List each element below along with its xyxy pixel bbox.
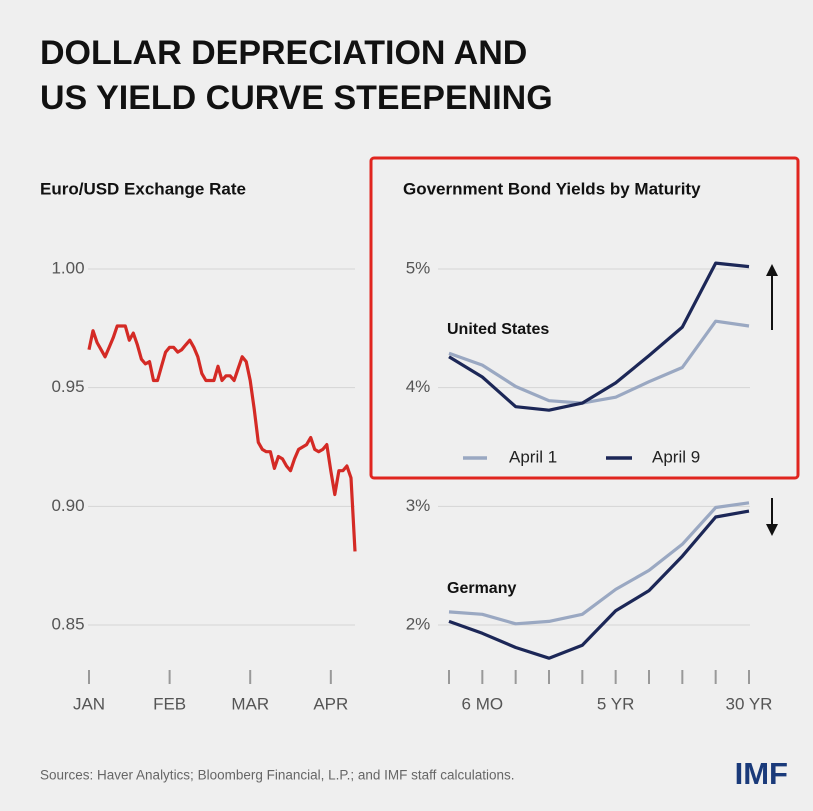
y-tick-label: 0.95: [51, 377, 84, 396]
line-series: [448, 261, 750, 412]
x-tick-label: 5 YR: [597, 694, 635, 713]
line-series: [87, 324, 357, 552]
x-tick-label: 6 MO: [462, 694, 504, 713]
source: Sources: Haver Analytics; Bloomberg Fina…: [40, 768, 514, 783]
y-tick-label: 5%: [406, 258, 431, 277]
x-tick-label: MAR: [231, 694, 269, 713]
x-tick-label: JAN: [73, 694, 105, 713]
x-tick-label: FEB: [153, 694, 186, 713]
legend-label: April 9: [652, 447, 700, 466]
y-tick-label: 1.00: [51, 258, 84, 277]
x-tick-label: APR: [313, 694, 348, 713]
line-series: [448, 501, 750, 626]
x-tick-label: 30 YR: [726, 694, 773, 713]
annotation: Germany: [447, 580, 516, 597]
y-tick-label: 2%: [406, 614, 431, 633]
y-tick-label: 0.85: [51, 614, 84, 633]
annotation: United States: [447, 321, 549, 338]
highlight-box: [369, 156, 800, 480]
chart-title: Euro/USD Exchange Rate: [40, 179, 246, 198]
line-series: [448, 319, 750, 405]
logo: IMF: [735, 756, 788, 791]
y-tick-label: 4%: [406, 377, 431, 396]
y-tick-label: 3%: [406, 496, 431, 515]
title-line: US YIELD CURVE STEEPENING: [40, 79, 553, 117]
legend-label: April 1: [509, 447, 557, 466]
line-series: [448, 509, 750, 660]
title-line: DOLLAR DEPRECIATION AND: [40, 34, 527, 72]
y-tick-label: 0.90: [51, 496, 84, 515]
chart-title: Government Bond Yields by Maturity: [403, 179, 701, 198]
